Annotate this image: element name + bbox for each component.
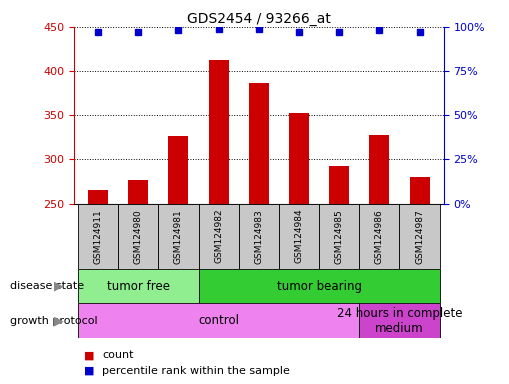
Bar (78, 204, 118, 269)
Text: GSM124987: GSM124987 (414, 209, 423, 263)
Text: GSM124984: GSM124984 (294, 209, 303, 263)
Bar (78, 303, 359, 338)
Text: tumor free: tumor free (106, 280, 169, 293)
Bar (328, 166, 349, 204)
Text: ▶: ▶ (54, 280, 63, 293)
Bar (118, 204, 158, 269)
Bar (198, 204, 238, 269)
Text: GSM124986: GSM124986 (374, 209, 383, 263)
Text: GSM124983: GSM124983 (254, 209, 263, 263)
Text: disease state: disease state (10, 281, 84, 291)
Bar (88, 190, 108, 204)
Text: 24 hours in complete
medium: 24 hours in complete medium (336, 307, 461, 334)
Bar (359, 303, 439, 338)
Bar (399, 204, 439, 269)
Text: tumor bearing: tumor bearing (276, 280, 361, 293)
Bar (238, 204, 278, 269)
Bar (208, 60, 228, 204)
Bar (158, 204, 198, 269)
Bar (359, 204, 399, 269)
Text: GSM124981: GSM124981 (174, 209, 183, 263)
Text: GSM124985: GSM124985 (334, 209, 343, 263)
Bar (198, 269, 439, 303)
Text: GSM124982: GSM124982 (214, 209, 223, 263)
Text: control: control (197, 314, 239, 327)
Text: ■: ■ (84, 366, 95, 376)
Bar (369, 135, 389, 204)
Bar (248, 83, 268, 204)
Bar (128, 180, 148, 204)
Text: growth protocol: growth protocol (10, 316, 98, 326)
Title: GDS2454 / 93266_at: GDS2454 / 93266_at (186, 12, 330, 26)
Text: GSM124911: GSM124911 (93, 209, 102, 263)
Text: count: count (102, 350, 133, 360)
Bar (78, 269, 198, 303)
Bar (168, 136, 188, 204)
Text: ■: ■ (84, 350, 95, 360)
Bar (289, 113, 308, 204)
Text: percentile rank within the sample: percentile rank within the sample (102, 366, 289, 376)
Bar (278, 204, 319, 269)
Text: GSM124980: GSM124980 (133, 209, 143, 263)
Bar (319, 204, 359, 269)
Text: ▶: ▶ (54, 314, 63, 327)
Bar (409, 177, 429, 204)
